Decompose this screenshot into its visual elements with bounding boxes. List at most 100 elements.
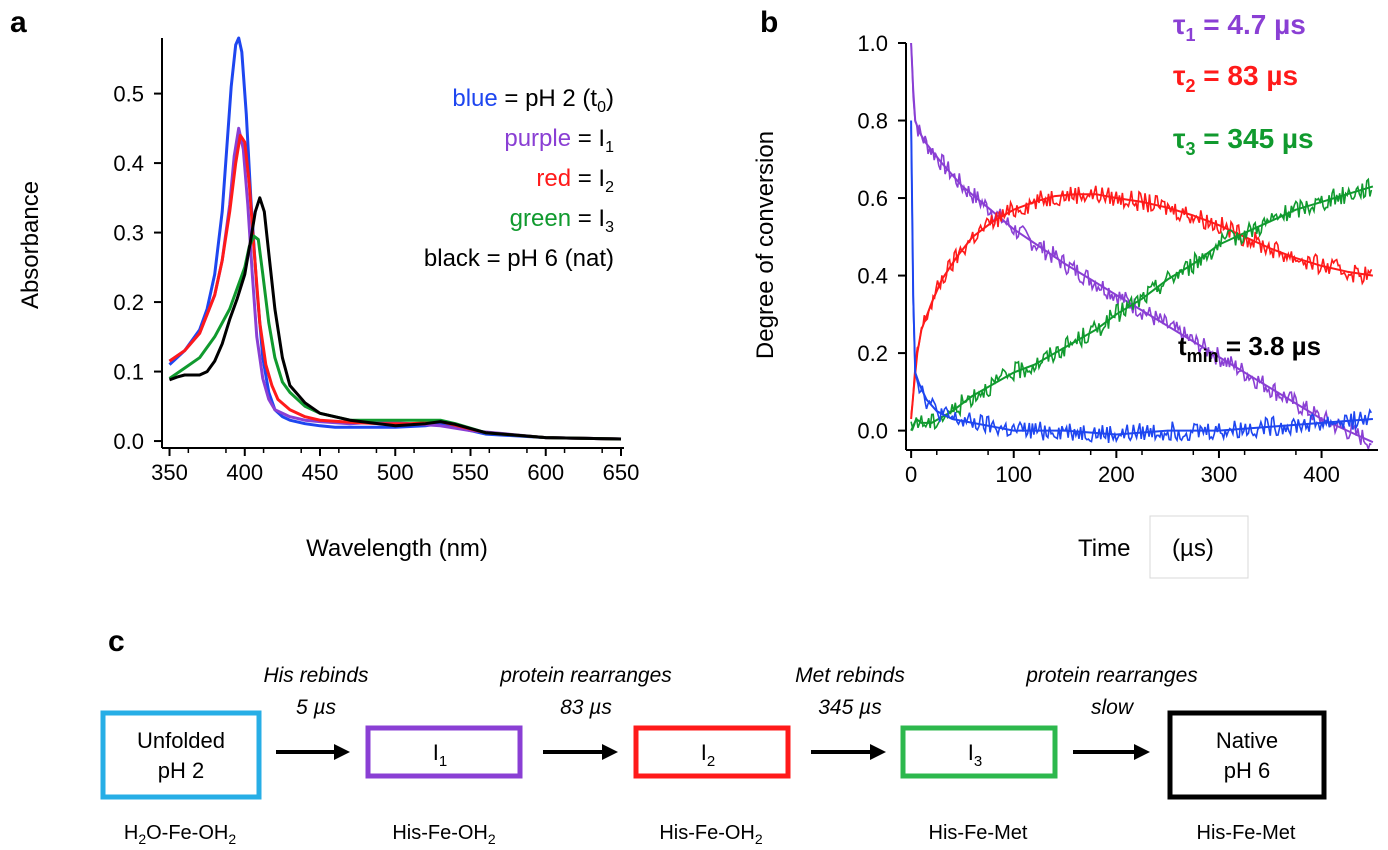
- legend-text: = I: [571, 125, 605, 152]
- box-subscript: 1: [439, 753, 447, 770]
- step-label: His rebinds: [263, 664, 369, 687]
- tau-value: = 4.7 µs: [1196, 9, 1306, 40]
- series-line-purple: [910, 42, 1374, 444]
- y-tick-label: 0.2: [113, 290, 144, 315]
- y-tick-label: 0.4: [857, 264, 888, 289]
- scheme-box: [365, 725, 523, 779]
- legend-text: = pH 2 (t: [498, 85, 598, 112]
- tmin-subscript: min: [1187, 346, 1219, 366]
- y-tick-label: 0.0: [113, 429, 144, 454]
- y-tick-label: 0.5: [113, 82, 144, 107]
- chart-a-xlabel: Wavelength (nm): [306, 535, 488, 562]
- step-label: 345 µs: [818, 696, 882, 719]
- species-label: His-Fe-Met: [1197, 822, 1296, 844]
- chart-b-xlabel-unit: (µs): [1172, 535, 1214, 562]
- panel-b: b 0 100 200 300 400 0.0 0.2 0.4 0.6 0.8 1.0 Degree…: [752, 6, 1378, 579]
- legend-color-word: red: [536, 165, 571, 192]
- scheme-box-label: I1: [433, 740, 447, 770]
- scheme-box-label: I3: [968, 740, 982, 770]
- x-tick-label: 400: [226, 460, 263, 485]
- scheme-box-label: Unfolded: [137, 728, 225, 753]
- y-tick-label: 0.2: [857, 341, 888, 366]
- box-main: I: [968, 740, 974, 765]
- chart-b-plot: [910, 42, 1374, 452]
- tau-subscript: 2: [1186, 76, 1196, 96]
- tmin-symbol: t: [1178, 331, 1187, 361]
- chart-b-unit-box: [1149, 515, 1249, 579]
- series-noise-red: [910, 185, 1373, 415]
- tau-symbol: τ: [1173, 60, 1186, 91]
- legend-color-word: black: [424, 245, 481, 272]
- scheme-box: [1167, 710, 1327, 800]
- legend-entry: green = I3: [510, 205, 614, 236]
- scheme-box-label: Native: [1216, 728, 1278, 753]
- x-tick-label: 600: [527, 460, 564, 485]
- arrow-head: [602, 744, 618, 760]
- tau-annotation: τ1 = 4.7 µs: [1173, 9, 1306, 45]
- step-label: 83 µs: [560, 696, 612, 719]
- tau-subscript: 1: [1186, 25, 1196, 45]
- species-subscript: 2: [138, 831, 146, 845]
- species-subscript: 2: [488, 831, 496, 845]
- species-label: His-Fe-OH2: [659, 822, 763, 845]
- chart-b-xlabel: Time: [1078, 535, 1130, 562]
- scheme-box-label: pH 6: [1224, 758, 1270, 783]
- series-noise-blue: [910, 126, 1372, 444]
- tau-annotation: τ3 = 345 µs: [1173, 123, 1314, 159]
- chart-b-axes: 0 100 200 300 400 0.0 0.2 0.4 0.6 0.8 1.0: [857, 31, 1378, 487]
- legend-entry: purple = I1: [504, 125, 614, 156]
- species-subscript: 2: [755, 831, 763, 845]
- series-line-blue: [910, 120, 1373, 436]
- legend-subscript: 2: [605, 179, 614, 196]
- arrow-head: [334, 744, 350, 760]
- x-tick-label: 650: [603, 460, 640, 485]
- series-noise-purple: [910, 43, 1372, 452]
- species-text: H: [124, 822, 138, 844]
- x-tick-label: 100: [995, 462, 1032, 487]
- step-label: protein rearranges: [1025, 664, 1198, 687]
- species-text: His-Fe-Met: [1197, 822, 1296, 844]
- y-tick-label: 0.0: [857, 419, 888, 444]
- species-text: O-Fe-OH: [146, 822, 228, 844]
- x-tick-label: 0: [905, 462, 917, 487]
- scheme-box-label: pH 2: [158, 758, 204, 783]
- panel-a-letter: a: [10, 6, 27, 39]
- tau-symbol: τ: [1173, 9, 1186, 40]
- tau-symbol: τ: [1173, 123, 1186, 154]
- chart-a-plot: [168, 36, 622, 441]
- x-tick-label: 350: [151, 460, 188, 485]
- y-tick-label: 1.0: [857, 31, 888, 56]
- panel-a: a 350 400 450 500 550 600 650 0.0 0.1 0.2 0.3 0.4 0.…: [10, 6, 639, 562]
- species-label: H2O-Fe-OH2: [124, 822, 236, 845]
- scheme-box: [100, 710, 262, 800]
- legend-color-word: purple: [504, 125, 571, 152]
- legend-subscript: 3: [605, 219, 614, 236]
- tau-annotation: τ2 = 83 µs: [1173, 60, 1298, 96]
- x-tick-label: 500: [377, 460, 414, 485]
- scheme-box-label: I2: [701, 740, 715, 770]
- tau-value: = 345 µs: [1196, 123, 1314, 154]
- chart-a-axes: 350 400 450 500 550 600 650 0.0 0.1 0.2 0.3 0.4 0.5: [113, 38, 639, 485]
- arrow-head: [870, 744, 886, 760]
- step-label: slow: [1091, 696, 1135, 719]
- tau-subscript: 3: [1186, 139, 1196, 159]
- x-tick-label: 550: [452, 460, 489, 485]
- x-tick-label: 200: [1098, 462, 1135, 487]
- tau-value: = 83 µs: [1196, 60, 1299, 91]
- panel-c-letter: c: [108, 625, 125, 658]
- panel-b-letter: b: [760, 6, 778, 39]
- x-tick-label: 300: [1201, 462, 1238, 487]
- legend-tail: ): [606, 85, 614, 112]
- legend-subscript: 1: [605, 139, 614, 156]
- legend-text: = I: [571, 165, 605, 192]
- species-text: His-Fe-OH: [659, 822, 755, 844]
- species-text: His-Fe-Met: [929, 822, 1028, 844]
- legend-text: = I: [571, 205, 605, 232]
- legend-subscript: 0: [597, 99, 606, 116]
- y-tick-label: 0.3: [113, 221, 144, 246]
- scheme-box: [633, 725, 791, 779]
